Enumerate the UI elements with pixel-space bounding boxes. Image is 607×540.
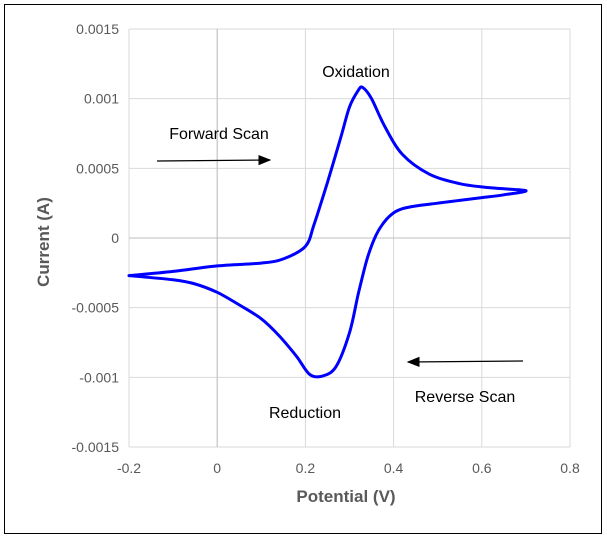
y-tick-label: 0 bbox=[111, 230, 119, 246]
y-tick-label: -0.0005 bbox=[72, 300, 120, 316]
annotation-reduction: Reduction bbox=[269, 405, 341, 422]
reverse-scan-arrow bbox=[406, 356, 524, 368]
forward-scan-arrow bbox=[156, 154, 272, 166]
y-tick-label: -0.001 bbox=[79, 369, 119, 385]
annotation-forward-scan: Forward Scan bbox=[169, 126, 269, 143]
x-axis-title: Potential (V) bbox=[296, 487, 395, 506]
y-tick-label: 0.0005 bbox=[76, 160, 119, 176]
annotation-oxidation: Oxidation bbox=[322, 64, 390, 81]
y-tick-label: 0.0015 bbox=[76, 21, 119, 37]
cv-chart: -0.2 0 0.2 0.4 0.6 0.8 0.0015 0.001 0.0005 0 -0.00… bbox=[34, 21, 580, 506]
x-tick-label: 0.6 bbox=[472, 460, 492, 476]
x-tick-label: -0.2 bbox=[117, 460, 141, 476]
tick-labels: -0.2 0 0.2 0.4 0.6 0.8 0.0015 0.001 0.0005 0 -0.00… bbox=[72, 21, 580, 476]
x-tick-label: 0.4 bbox=[384, 460, 404, 476]
x-tick-label: 0 bbox=[213, 460, 221, 476]
x-tick-label: 0.2 bbox=[296, 460, 316, 476]
y-axis-title: Current (A) bbox=[34, 197, 53, 287]
y-tick-label: -0.0015 bbox=[72, 439, 120, 455]
annotation-reverse-scan: Reverse Scan bbox=[415, 389, 516, 406]
y-tick-label: 0.001 bbox=[84, 91, 119, 107]
cv-curve-line bbox=[127, 85, 528, 379]
x-tick-label: 0.8 bbox=[560, 460, 580, 476]
axes bbox=[129, 29, 570, 447]
chart-frame: -0.2 0 0.2 0.4 0.6 0.8 0.0015 0.001 0.0005 0 -0.00… bbox=[4, 4, 602, 534]
